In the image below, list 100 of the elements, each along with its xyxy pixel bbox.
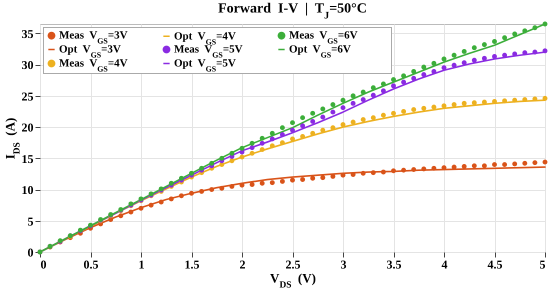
point: [270, 180, 275, 186]
x-tick-label: 0: [40, 258, 46, 272]
point: [310, 110, 316, 116]
point: [330, 102, 336, 108]
point: [229, 150, 234, 156]
point: [250, 145, 255, 150]
point: [270, 143, 275, 148]
point: [209, 187, 214, 192]
point: [350, 120, 356, 125]
point: [482, 42, 487, 48]
point: [320, 114, 326, 120]
point: [502, 162, 508, 167]
point: [290, 120, 295, 126]
point: [370, 170, 376, 176]
x-axis-title: V$_{DS}$ (V): [270, 270, 316, 290]
point: [199, 188, 204, 194]
point: [421, 166, 426, 172]
point: [391, 110, 396, 116]
point: [240, 146, 244, 151]
x-tick-label: 2.5: [286, 258, 300, 272]
point: [452, 62, 457, 68]
point: [290, 136, 295, 142]
point: [512, 98, 518, 103]
point: [532, 50, 538, 55]
point: [350, 100, 356, 106]
x-tick-label: 4.5: [488, 258, 502, 272]
point: [411, 69, 416, 74]
point: [360, 97, 366, 102]
point: [472, 45, 477, 50]
point: [260, 147, 265, 152]
x-tick-label: 1.5: [184, 258, 200, 272]
x-tick-label: 1: [138, 258, 144, 272]
point: [502, 35, 508, 40]
point: [542, 48, 548, 54]
point: [532, 160, 538, 166]
chart-title: Forward I-V | T$_{J}$=50°C: [218, 2, 367, 22]
point: [350, 93, 356, 98]
point: [360, 117, 366, 122]
point: [380, 88, 386, 94]
point: [442, 56, 446, 62]
point: [512, 161, 518, 166]
point: [280, 178, 285, 184]
x-tick-label: 5: [540, 258, 546, 272]
point: [158, 200, 164, 204]
point: [370, 85, 376, 90]
point: [219, 156, 224, 161]
x-tick-label: 2: [240, 258, 246, 272]
point: [401, 109, 406, 114]
point: [401, 80, 406, 85]
point: [300, 134, 306, 139]
y-tick-label: 30: [22, 58, 34, 72]
point: [452, 102, 457, 108]
legend-label: Meas V$_{GS}$=6V: [289, 30, 358, 46]
point: [178, 193, 184, 198]
point: [189, 190, 194, 196]
point: [240, 182, 244, 188]
point: [250, 182, 255, 187]
y-tick-label: 20: [22, 120, 34, 135]
point: [472, 163, 477, 168]
point: [522, 50, 528, 56]
point: [442, 65, 446, 70]
point: [270, 136, 275, 142]
point: [280, 125, 285, 130]
point: [411, 76, 416, 81]
point: [320, 175, 326, 180]
point: [391, 77, 396, 82]
point: [300, 177, 306, 182]
point: [462, 100, 467, 106]
x-tick-label: 3.5: [386, 258, 402, 272]
point: [522, 28, 528, 34]
point: [370, 115, 376, 120]
point: [380, 170, 386, 174]
y-tick-label: 5: [28, 214, 34, 228]
point: [411, 107, 416, 112]
point: [219, 186, 224, 191]
point: [482, 163, 487, 168]
legend-label: Opt V$_{GS}$=6V: [289, 44, 351, 59]
legend-label: Meas V$_{GS}$=3V: [59, 30, 128, 46]
point: [462, 60, 467, 66]
point: [148, 202, 154, 208]
point: [209, 160, 214, 166]
point: [522, 97, 528, 102]
point: [380, 82, 386, 86]
x-tick-label: 4: [442, 258, 448, 272]
x-tick-label: 0.5: [84, 258, 98, 272]
point: [542, 22, 548, 26]
point: [310, 119, 316, 124]
point: [482, 56, 487, 61]
point: [260, 180, 265, 186]
point: [300, 123, 306, 128]
point: [391, 83, 396, 88]
point: [290, 128, 295, 133]
point: [118, 213, 124, 218]
point: [310, 176, 316, 181]
point: [270, 130, 275, 136]
point: [522, 160, 528, 166]
point: [431, 104, 436, 110]
point: [542, 160, 548, 164]
point: [240, 154, 244, 160]
legend-label: Meas V$_{GS}$=5V: [174, 44, 243, 59]
